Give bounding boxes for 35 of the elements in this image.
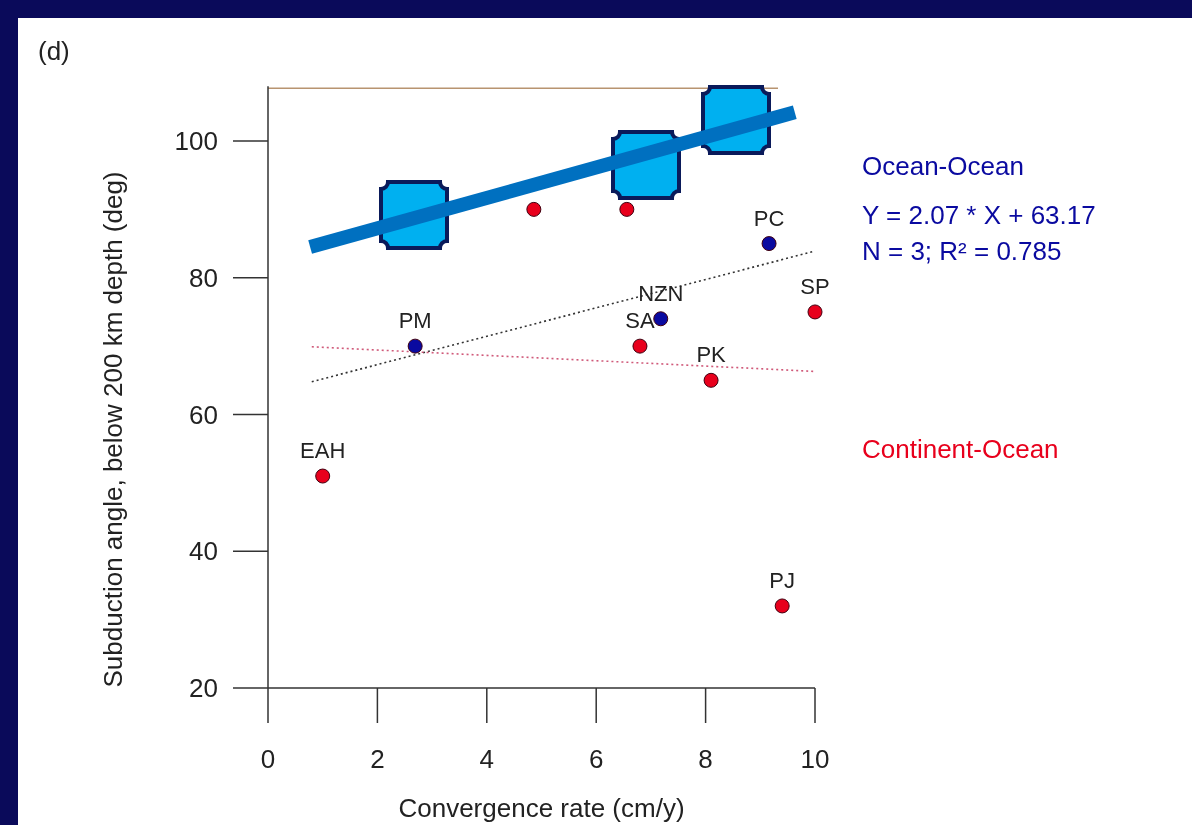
x-tick-label: 4 <box>479 744 495 774</box>
annotation: SA <box>625 308 655 334</box>
point <box>703 372 719 388</box>
x-tick-label: 6 <box>588 744 604 774</box>
point <box>526 201 542 217</box>
annotation: PM <box>398 308 432 334</box>
annotation: NZN <box>638 280 684 306</box>
annotation: PJ <box>769 567 796 593</box>
point <box>632 338 648 354</box>
text: Ocean-Ocean <box>862 151 1024 181</box>
annotation: PK <box>696 342 727 368</box>
annotation: SP <box>800 273 830 299</box>
text: Continent-Ocean <box>862 434 1059 464</box>
annotation: PC <box>753 205 785 231</box>
y-tick-label: 20 <box>189 673 218 704</box>
point <box>807 304 823 320</box>
point <box>315 468 331 484</box>
y-axis-title: Subduction angle, below 200 km depth (deg) <box>98 171 128 688</box>
y-tick-label: 80 <box>189 262 218 293</box>
y-tick-label: 40 <box>189 536 218 567</box>
point <box>619 201 635 217</box>
text: (d) <box>38 36 70 66</box>
annotation: EAH <box>300 438 346 464</box>
x-tick-label: 10 <box>800 744 830 774</box>
point <box>774 598 790 614</box>
y-tick-label: 100 <box>174 126 218 157</box>
x-axis-title: Convergence rate (cm/y) <box>398 793 685 823</box>
text: N = 3; R² = 0.785 <box>862 236 1062 266</box>
point <box>407 338 423 354</box>
text: Y = 2.07 * X + 63.17 <box>862 200 1096 230</box>
y-tick-label: 60 <box>189 399 218 430</box>
point <box>761 236 777 252</box>
x-tick-label: 8 <box>698 744 713 774</box>
x-tick-label: 2 <box>370 744 385 774</box>
x-tick-label: 0 <box>260 744 276 774</box>
